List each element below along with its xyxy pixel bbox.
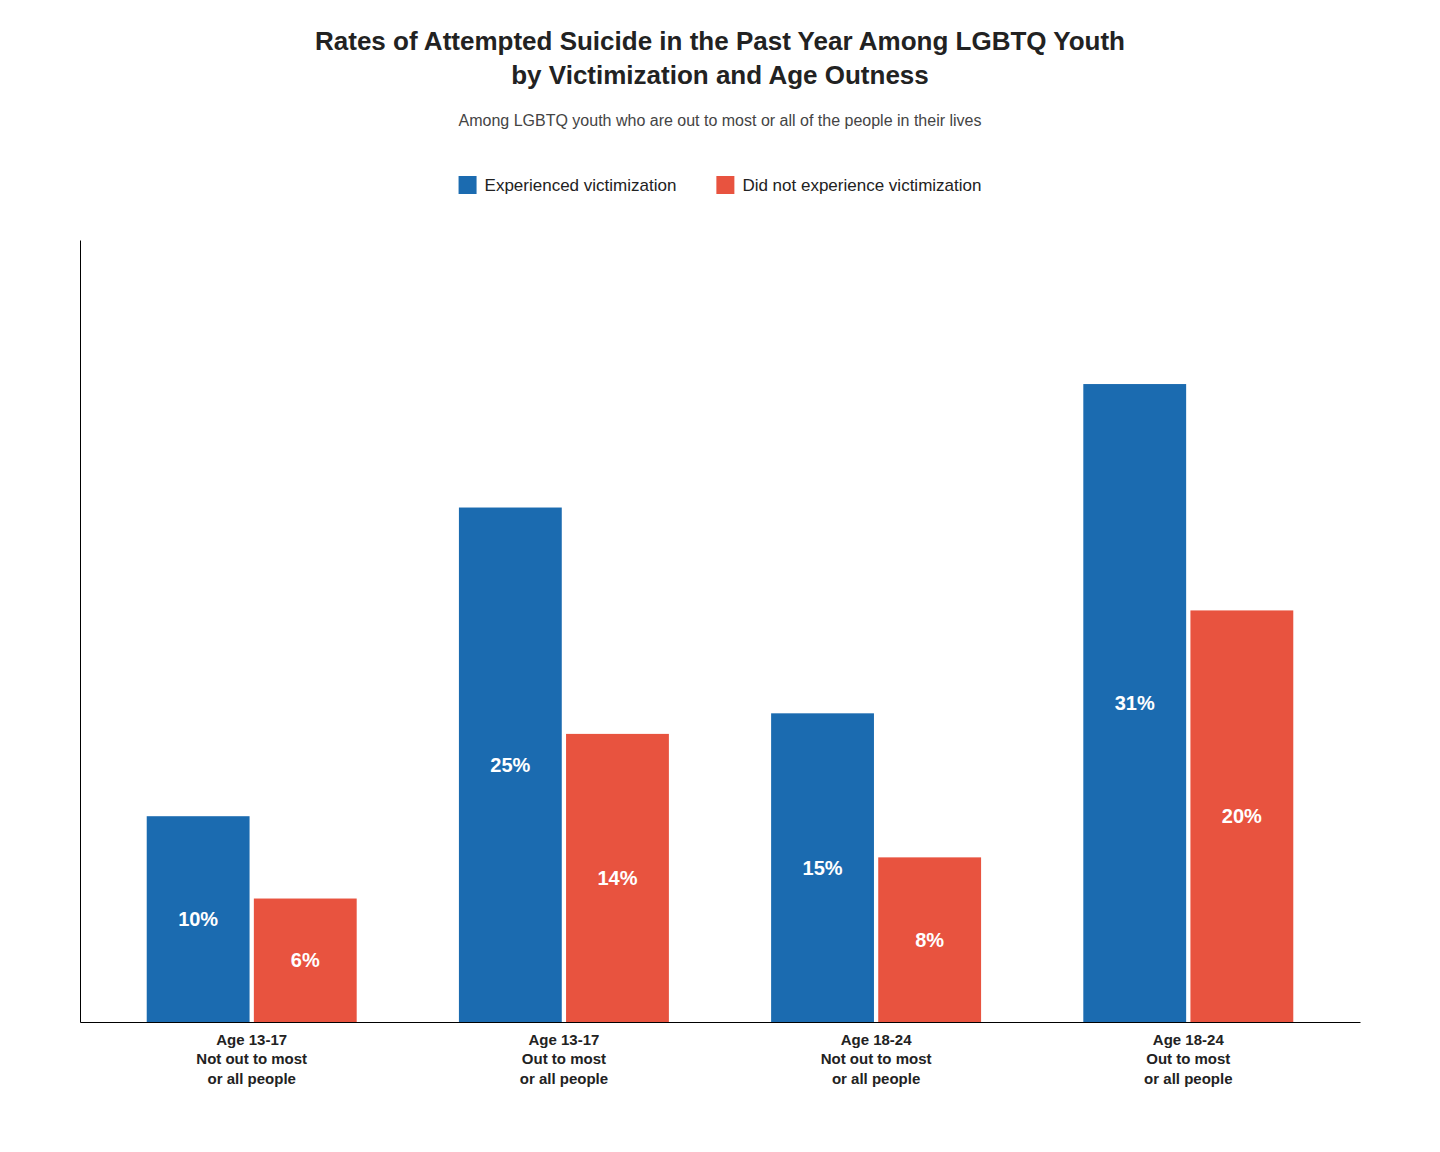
x-tick-label-line: or all people	[832, 1070, 920, 1087]
legend-swatch	[459, 176, 477, 194]
legend: Experienced victimization Did not experie…	[459, 176, 982, 195]
bar	[878, 857, 981, 1022]
x-tick-label-line: Age 18-24	[1153, 1031, 1225, 1048]
y-axis-line	[80, 241, 81, 1023]
data-label: 14%	[597, 867, 637, 889]
bar	[1083, 384, 1186, 1022]
legend-label: Did not experience victimization	[742, 176, 981, 195]
bar	[1190, 610, 1293, 1022]
x-tick-label-line: Not out to most	[821, 1050, 932, 1067]
x-tick-label-line: Age 13-17	[216, 1031, 287, 1048]
data-label: 6%	[291, 949, 320, 971]
chart-title: Rates of Attempted Suicide in the Past Y…	[315, 26, 1125, 90]
chart-subtitle: Among LGBTQ youth who are out to most or…	[459, 112, 982, 129]
x-tick-label: Age 18-24 Not out to most or all people	[821, 1031, 932, 1087]
bar	[566, 734, 669, 1022]
x-tick-label-line: or all people	[208, 1070, 296, 1087]
bar	[771, 713, 874, 1022]
chart-container: Rates of Attempted Suicide in the Past Y…	[0, 0, 1440, 1152]
legend-item: Did not experience victimization	[716, 176, 981, 195]
data-label: 8%	[915, 929, 944, 951]
x-tick: Age 18-24 Not out to most or all people	[821, 1022, 932, 1087]
x-tick: Age 18-24 Out to most or all people	[1144, 1022, 1232, 1087]
x-tick: Age 13-17 Not out to most or all people	[196, 1022, 307, 1087]
plot-area: 10% 25% 15% 31% 6% 14% 8% 20% Age 13-17 Not out t…	[81, 241, 1361, 1087]
title-line: Rates of Attempted Suicide in the Past Y…	[315, 26, 1125, 56]
x-tick-label-line: Out to most	[1146, 1050, 1230, 1067]
bar	[147, 816, 250, 1022]
x-tick: Age 13-17 Out to most or all people	[520, 1022, 608, 1087]
x-tick-label-line: Age 13-17	[528, 1031, 599, 1048]
legend-swatch	[716, 176, 734, 194]
x-tick-label-line: Out to most	[522, 1050, 606, 1067]
y-axis	[80, 241, 81, 1023]
x-axis-line	[81, 1022, 1361, 1023]
data-label: 15%	[803, 857, 843, 879]
chart-svg: Rates of Attempted Suicide in the Past Y…	[0, 0, 1440, 1152]
data-label: 20%	[1222, 805, 1262, 827]
data-label: 31%	[1115, 692, 1155, 714]
x-tick-label-line: or all people	[520, 1070, 608, 1087]
x-tick-label-line: Age 18-24	[841, 1031, 913, 1048]
bar	[459, 508, 562, 1022]
legend-item: Experienced victimization	[459, 176, 677, 195]
x-axis: Age 13-17Not out to mostor all peopleAge…	[81, 1022, 1361, 1087]
bar	[254, 899, 357, 1022]
data-label: 10%	[178, 908, 218, 930]
bars	[147, 384, 1294, 1022]
x-tick-label-line: Not out to most	[196, 1050, 307, 1067]
legend-label: Experienced victimization	[485, 176, 677, 195]
x-tick-label: Age 13-17 Out to most or all people	[520, 1031, 608, 1087]
data-labels: 10% 25% 15% 31% 6% 14% 8% 20%	[178, 692, 1262, 971]
x-tick-label: Age 18-24 Out to most or all people	[1144, 1031, 1232, 1087]
data-label: 25%	[490, 754, 530, 776]
x-tick-label-line: or all people	[1144, 1070, 1232, 1087]
x-tick-label: Age 13-17 Not out to most or all people	[196, 1031, 307, 1087]
title-line: by Victimization and Age Outness	[511, 60, 929, 90]
